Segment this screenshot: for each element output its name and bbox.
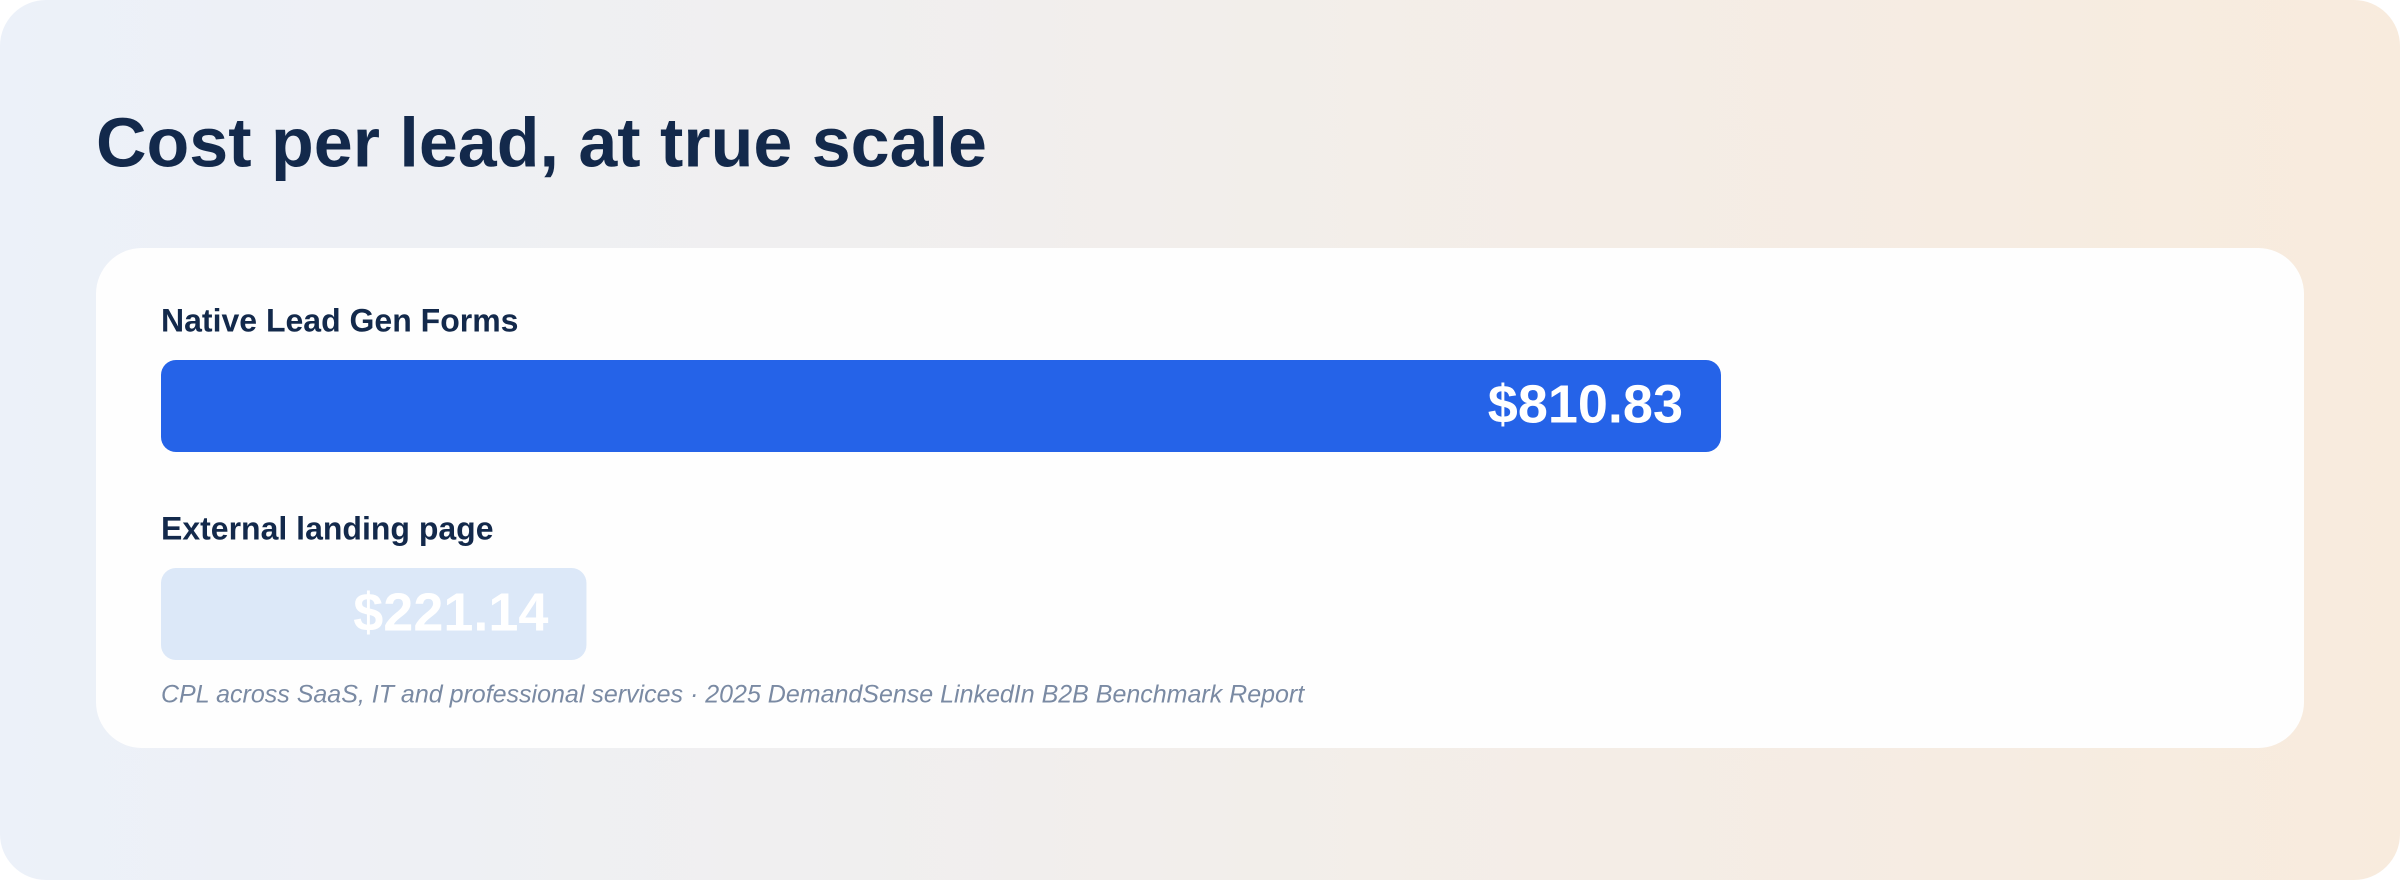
category-label: External landing page [161, 510, 494, 546]
caption: CPL across SaaS, IT and professional ser… [161, 681, 1305, 709]
bar [161, 568, 587, 660]
value-label: $221.14 [353, 582, 548, 642]
chart-title: Cost per lead, at true scale [96, 103, 987, 181]
value-label: $810.83 [1488, 374, 1683, 434]
bar [161, 360, 1721, 452]
category-label: Native Lead Gen Forms [161, 302, 518, 338]
bar-group: Native Lead Gen Forms $810.83 External lan… [161, 302, 1721, 660]
